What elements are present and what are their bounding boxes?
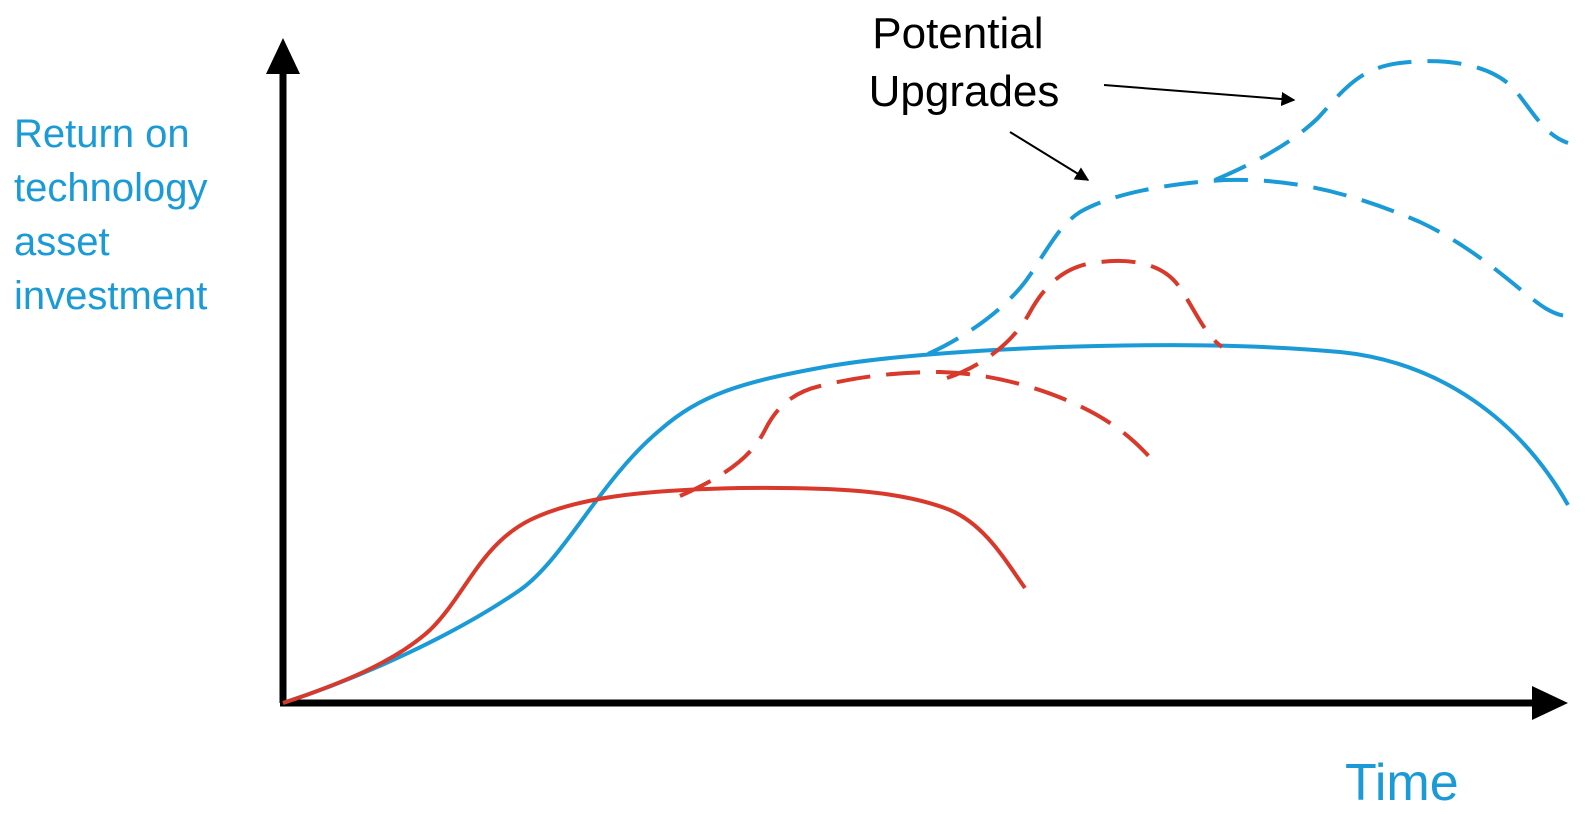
red-dashed-upgrade-2-curve: [946, 258, 1224, 380]
blue-dashed-upgrade-2-curve: [1214, 59, 1569, 182]
curves: [282, 59, 1570, 705]
x-axis-arrowhead: [1532, 686, 1568, 720]
blue-dashed-upgrade-1-curve: [927, 177, 1569, 356]
x-axis-label: Time: [1345, 754, 1459, 812]
axes: [266, 38, 1568, 720]
y-axis-label-line-1: Return on: [14, 112, 190, 156]
y-axis-arrowhead: [266, 38, 300, 74]
red-dashed-upgrade-1-curve: [679, 370, 1160, 498]
annotation-arrow-upper: [1103, 84, 1296, 106]
blue-solid-curve: [282, 343, 1570, 705]
y-axis-label: Return on technology asset investment: [14, 112, 219, 318]
annotation-potential-upgrades: Potential Upgrades: [869, 9, 1060, 116]
y-axis-label-line-3: asset: [14, 220, 110, 264]
y-axis-label-line-2: technology: [14, 166, 207, 210]
annotation-line-1: Potential: [872, 9, 1043, 58]
annotation-arrow-lower: [1009, 131, 1090, 181]
y-axis-label-line-4: investment: [14, 274, 207, 318]
annotation-line-2: Upgrades: [869, 67, 1060, 116]
red-solid-curve: [282, 485, 1027, 705]
